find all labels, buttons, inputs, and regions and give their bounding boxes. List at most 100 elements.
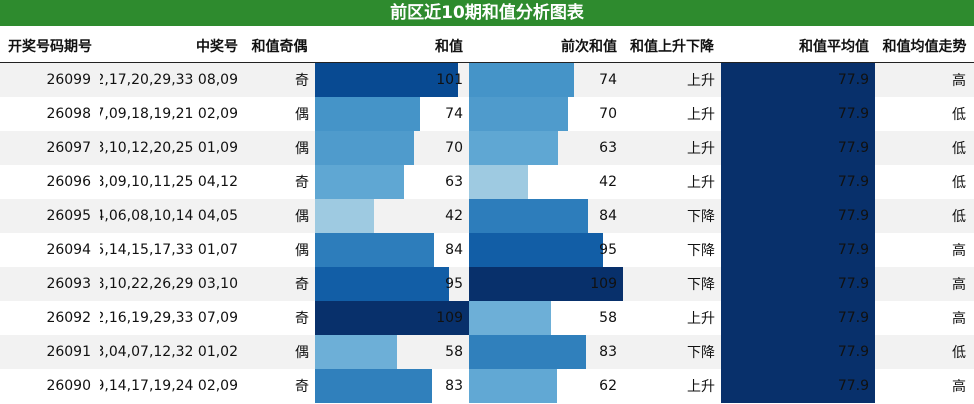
table-header: 开奖号码期号 中奖号 和值奇偶 和值 前次和值 和值上升下降 和值平均值 和值均… [0,29,974,63]
avg-trend-cell: 高 [952,73,966,89]
parity-cell: 奇 [295,175,309,191]
table-row: 26094 05,14,15,17,33 01,07 偶 84 95 下降 77.9 高 [0,233,974,267]
trend-cell: 上升 [687,311,715,327]
avg-label: 77.9 [837,276,869,292]
numbers-cell: 12,16,19,29,33 07,09 [100,310,238,326]
avg-trend-cell: 高 [952,379,966,395]
avg-trend-cell: 低 [952,209,966,225]
sum-bar [315,301,469,335]
numbers-cell: 03,04,07,12,32 01,02 [100,344,238,360]
avg-bar [721,369,875,403]
sum-label: 74 [445,106,463,122]
prev-sum-bar [469,97,568,131]
trend-cell: 上升 [687,73,715,89]
sum-bar [315,97,420,131]
prev-sum-label: 84 [599,208,617,224]
header-issue: 开奖号码期号 [8,38,92,55]
sum-bar [315,233,434,267]
sum-label: 70 [445,140,463,156]
avg-label: 77.9 [837,310,869,326]
avg-trend-cell: 高 [952,311,966,327]
parity-cell: 偶 [295,209,309,225]
parity-cell: 奇 [295,73,309,89]
issue-cell: 26094 [46,242,91,258]
numbers-cell: 05,14,15,17,33 01,07 [100,242,238,258]
parity-cell: 偶 [295,141,309,157]
sum-label: 63 [445,174,463,190]
avg-label: 77.9 [837,378,869,394]
numbers-cell: 09,14,17,19,24 02,09 [100,378,238,394]
prev-sum-label: 70 [599,106,617,122]
prev-sum-label: 109 [590,276,617,292]
prev-sum-label: 62 [599,378,617,394]
prev-sum-bar [469,267,623,301]
numbers-cell: 03,10,12,20,25 01,09 [100,140,238,156]
avg-trend-cell: 高 [952,277,966,293]
trend-cell: 上升 [687,379,715,395]
avg-bar [721,335,875,369]
sum-label: 58 [445,344,463,360]
sum-label: 84 [445,242,463,258]
issue-cell: 26095 [46,208,91,224]
avg-bar [721,301,875,335]
sum-bar [315,267,449,301]
trend-cell: 下降 [687,345,715,361]
prev-sum-label: 63 [599,140,617,156]
prev-sum-label: 74 [599,72,617,88]
sum-label: 95 [445,276,463,292]
prev-sum-bar [469,131,558,165]
chart-title: 前区近10期和值分析图表 [0,0,974,26]
sum-bar [315,199,374,233]
sum-label: 83 [445,378,463,394]
issue-cell: 26097 [46,140,91,156]
table-row: 26099 02,17,20,29,33 08,09 奇 101 74 上升 77.9 高 [0,63,974,97]
header-avg: 和值平均值 [799,38,869,55]
issue-cell: 26098 [46,106,91,122]
issue-cell: 26099 [46,72,91,88]
trend-cell: 上升 [687,175,715,191]
header-trend: 和值上升下降 [630,38,714,55]
trend-cell: 下降 [687,209,715,225]
numbers-cell: 04,06,08,10,14 04,05 [100,208,238,224]
prev-sum-bar [469,301,551,335]
header-avg-trend: 和值均值走势 [882,38,967,55]
sum-bar [315,369,432,403]
avg-bar [721,233,875,267]
avg-bar [721,97,875,131]
table-row: 26095 04,06,08,10,14 04,05 偶 42 84 下降 77.9 低 [0,199,974,233]
sum-bar [315,165,404,199]
trend-cell: 下降 [687,277,715,293]
avg-trend-cell: 低 [952,141,966,157]
avg-bar [721,199,875,233]
avg-label: 77.9 [837,140,869,156]
table-row: 26098 07,09,18,19,21 02,09 偶 74 70 上升 77.9 低 [0,97,974,131]
parity-cell: 奇 [295,311,309,327]
issue-cell: 26090 [46,378,91,394]
sum-label: 101 [436,72,463,88]
avg-trend-cell: 高 [952,243,966,259]
parity-cell: 奇 [295,277,309,293]
table-row: 26091 03,04,07,12,32 01,02 偶 58 83 下降 77.9 低 [0,335,974,369]
trend-cell: 下降 [687,243,715,259]
issue-cell: 26092 [46,310,91,326]
numbers-cell: 08,09,10,11,25 04,12 [100,174,238,190]
avg-trend-cell: 低 [952,107,966,123]
numbers-cell: 02,17,20,29,33 08,09 [100,72,238,88]
trend-cell: 上升 [687,107,715,123]
avg-label: 77.9 [837,242,869,258]
avg-label: 77.9 [837,72,869,88]
table-row: 26092 12,16,19,29,33 07,09 奇 109 58 上升 77.9 高 [0,301,974,335]
parity-cell: 偶 [295,345,309,361]
avg-bar [721,131,875,165]
numbers-cell: 08,10,22,26,29 03,10 [100,276,238,292]
avg-bar [721,63,875,97]
prev-sum-label: 95 [599,242,617,258]
table-row: 26097 03,10,12,20,25 01,09 偶 70 63 上升 77.9 低 [0,131,974,165]
header-parity: 和值奇偶 [251,38,308,55]
prev-sum-bar [469,369,557,403]
prev-sum-bar [469,199,588,233]
prev-sum-bar [469,165,528,199]
avg-trend-cell: 低 [952,175,966,191]
numbers-cell: 07,09,18,19,21 02,09 [100,106,238,122]
